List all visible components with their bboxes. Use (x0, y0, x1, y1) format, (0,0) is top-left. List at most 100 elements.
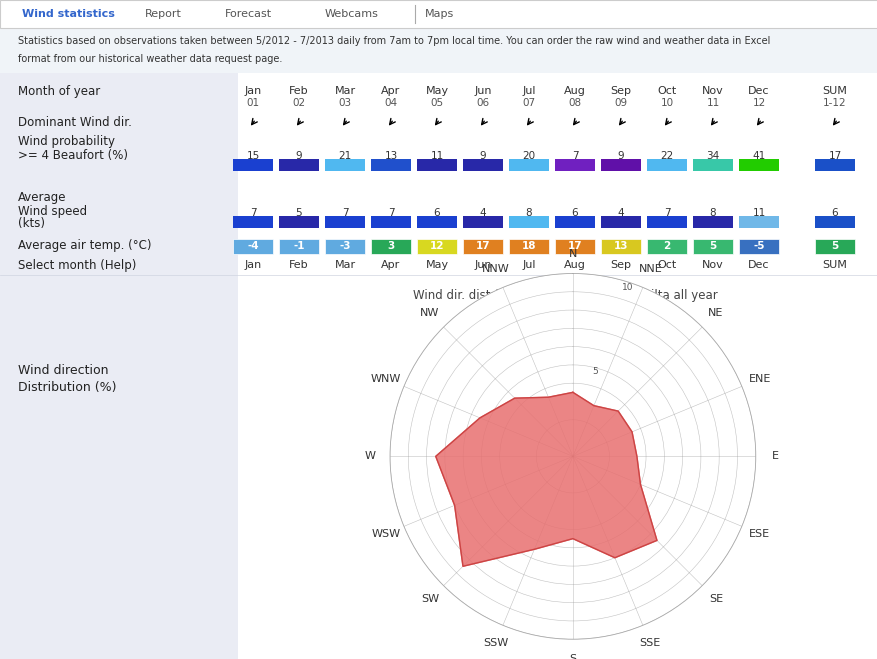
Bar (462, 239, 503, 254)
Bar (324, 216, 365, 228)
Text: 02: 02 (292, 98, 305, 108)
Bar (509, 159, 548, 171)
Text: Wind speed: Wind speed (18, 204, 87, 217)
Text: 08: 08 (567, 98, 581, 108)
Text: 17: 17 (567, 241, 581, 251)
Text: May: May (425, 260, 448, 270)
Text: 6: 6 (571, 208, 578, 218)
Text: 6: 6 (831, 208, 838, 218)
Bar (814, 239, 854, 254)
Bar (279, 239, 318, 254)
Text: Dec: Dec (747, 260, 769, 270)
Bar (0, 0, 877, 28)
Text: Aug: Aug (563, 86, 585, 96)
Text: 2: 2 (663, 241, 670, 251)
Bar (554, 239, 595, 254)
Bar (554, 159, 595, 171)
Text: 11: 11 (752, 208, 765, 218)
Text: Apr: Apr (381, 260, 400, 270)
Text: SUM: SUM (822, 260, 846, 270)
Text: -5: -5 (752, 241, 764, 251)
Text: format from our historical weather data request page.: format from our historical weather data … (18, 54, 282, 64)
Text: Feb: Feb (289, 260, 309, 270)
Text: -3: -3 (339, 241, 350, 251)
Text: Webcams: Webcams (324, 9, 379, 19)
Text: 6: 6 (433, 208, 439, 218)
Text: 4: 4 (617, 208, 624, 218)
Text: Feb: Feb (289, 86, 309, 96)
Bar (509, 216, 548, 228)
Text: Forecast: Forecast (225, 9, 272, 19)
Text: 11: 11 (706, 98, 719, 108)
Bar (646, 159, 686, 171)
Bar (232, 239, 273, 254)
Text: 9: 9 (296, 151, 302, 161)
Bar (692, 239, 732, 254)
Text: Average air temp. (°C): Average air temp. (°C) (18, 239, 152, 252)
Text: Maps: Maps (424, 9, 453, 19)
Text: 22: 22 (660, 151, 673, 161)
Text: -4: -4 (247, 241, 259, 251)
Text: Nov: Nov (702, 86, 723, 96)
Text: © windfinder.com: © windfinder.com (517, 304, 611, 314)
Bar (232, 159, 273, 171)
Text: (kts): (kts) (18, 217, 45, 231)
Text: Mar: Mar (334, 86, 355, 96)
Text: 3: 3 (387, 241, 394, 251)
Text: 7: 7 (341, 208, 348, 218)
Text: 17: 17 (827, 151, 841, 161)
Text: Report: Report (145, 9, 182, 19)
Text: Statistics based on observations taken between 5/2012 - 7/2013 daily from 7am to: Statistics based on observations taken b… (18, 36, 769, 46)
Text: Jun: Jun (474, 260, 491, 270)
Text: 5: 5 (831, 241, 838, 251)
Text: Oct: Oct (657, 260, 676, 270)
Text: 01: 01 (246, 98, 260, 108)
Bar (371, 239, 410, 254)
Text: Jul: Jul (522, 260, 535, 270)
Text: Nov: Nov (702, 260, 723, 270)
Text: 9: 9 (617, 151, 624, 161)
Text: Jun: Jun (474, 86, 491, 96)
Bar (509, 239, 548, 254)
Bar (279, 159, 318, 171)
Text: 11: 11 (430, 151, 443, 161)
Text: 18: 18 (521, 241, 536, 251)
Bar (417, 159, 457, 171)
Bar (692, 216, 732, 228)
Bar (324, 239, 365, 254)
Text: 9: 9 (479, 151, 486, 161)
Bar (232, 216, 273, 228)
Text: 05: 05 (430, 98, 443, 108)
Bar (324, 159, 365, 171)
Text: Aug: Aug (563, 260, 585, 270)
Text: 12: 12 (752, 98, 765, 108)
Bar (738, 239, 778, 254)
Text: 7: 7 (663, 208, 669, 218)
Text: 03: 03 (338, 98, 351, 108)
Bar (417, 216, 457, 228)
Text: 4: 4 (479, 208, 486, 218)
Bar (601, 159, 640, 171)
Text: 09: 09 (614, 98, 627, 108)
Text: Dec: Dec (747, 86, 769, 96)
Bar (371, 159, 410, 171)
Text: 21: 21 (338, 151, 351, 161)
Text: Jul: Jul (522, 86, 535, 96)
Text: 15: 15 (246, 151, 260, 161)
Text: Sep: Sep (610, 260, 631, 270)
Bar (692, 159, 732, 171)
Text: Jan: Jan (244, 86, 261, 96)
Bar (646, 239, 686, 254)
Bar (462, 216, 503, 228)
Bar (601, 216, 640, 228)
Text: Jan: Jan (244, 260, 261, 270)
Text: 10: 10 (660, 98, 673, 108)
Text: 04: 04 (384, 98, 397, 108)
Bar (814, 159, 854, 171)
Bar (417, 239, 457, 254)
Text: Distribution (%): Distribution (%) (18, 382, 117, 395)
Text: 7: 7 (388, 208, 394, 218)
Polygon shape (435, 392, 656, 566)
Text: Wind direction: Wind direction (18, 364, 109, 376)
Bar (462, 159, 503, 171)
